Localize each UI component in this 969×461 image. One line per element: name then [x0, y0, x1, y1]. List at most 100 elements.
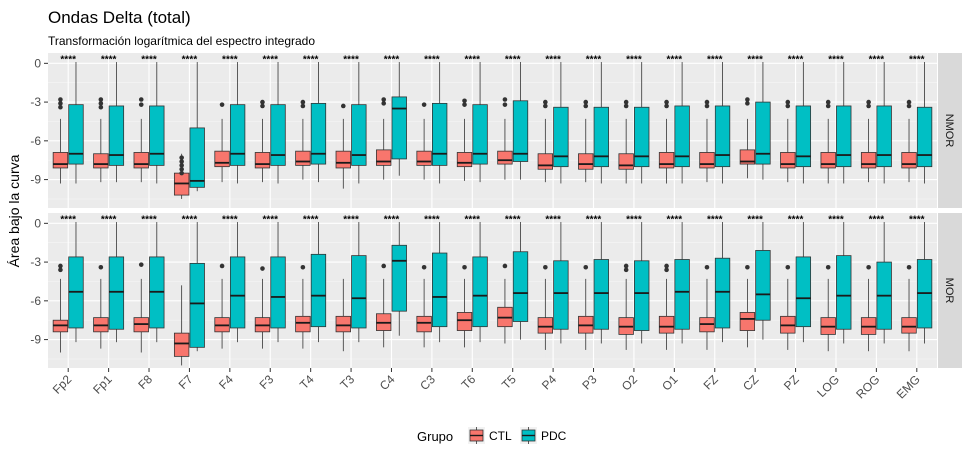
outlier-point: [543, 264, 548, 270]
box-body: [189, 127, 205, 188]
outlier-point: [785, 99, 791, 105]
box-body: [512, 100, 529, 162]
outlier-point: [300, 99, 306, 105]
outlier-point: [906, 103, 912, 109]
outlier-point: [623, 103, 629, 109]
significance-label: ****: [182, 214, 198, 225]
box-pdc-pz: [795, 62, 812, 184]
outlier-point: [260, 266, 265, 271]
significance-label: ****: [303, 214, 319, 225]
outlier-point: [745, 101, 750, 106]
outlier-point: [138, 262, 144, 267]
significance-label: ****: [667, 214, 683, 225]
significance-label: ****: [141, 54, 157, 65]
significance-label: ****: [545, 214, 561, 225]
box-pdc-log: [836, 222, 852, 344]
box-pdc-c3: [431, 62, 448, 184]
box-pdc-f8: [149, 222, 165, 343]
outlier-point: [421, 102, 427, 107]
outlier-point: [98, 97, 104, 102]
outlier-point: [906, 264, 912, 270]
box-ctl-p4: [537, 264, 554, 350]
x-tick-label: C4: [377, 372, 398, 393]
box-pdc-log: [836, 62, 852, 184]
significance-label: ****: [60, 214, 76, 225]
outlier-point: [340, 103, 346, 109]
y-tick-label: -9: [30, 173, 41, 187]
x-tick-label: P3: [579, 372, 600, 393]
box-pdc-c3: [431, 222, 448, 343]
outlier-point: [825, 99, 831, 105]
significance-label: ****: [545, 54, 561, 65]
outlier-point: [138, 97, 144, 102]
x-tick-label: P4: [539, 372, 560, 393]
outlier-point: [502, 97, 508, 102]
significance-label: ****: [424, 214, 440, 225]
box-pdc-f3: [270, 222, 286, 343]
significance-label: ****: [465, 54, 481, 65]
significance-label: ****: [141, 214, 157, 225]
box-pdc-fp2: [68, 222, 84, 343]
outlier-point: [179, 163, 184, 168]
outlier-point: [58, 104, 63, 110]
y-tick-label: -3: [30, 255, 41, 269]
box-ctl-o2: [618, 263, 634, 350]
outlier-point: [462, 98, 467, 104]
facet-strip-label: NMOR: [943, 114, 955, 148]
box-ctl-fp2: [52, 97, 69, 184]
box-pdc-fp1: [108, 62, 125, 183]
facet-strip: [938, 53, 962, 208]
x-tick-label: O1: [659, 372, 680, 393]
significance-label: ****: [909, 54, 925, 65]
significance-label: ****: [262, 214, 278, 225]
box-ctl-f4: [214, 263, 230, 349]
box-pdc-t5: [512, 62, 529, 180]
box-ctl-fp2: [52, 263, 69, 353]
box-pdc-fz: [714, 62, 731, 184]
box-body: [149, 105, 165, 166]
box-pdc-pz: [795, 222, 812, 343]
outlier-point: [825, 103, 831, 109]
box-body: [916, 106, 933, 168]
box-body: [431, 102, 448, 166]
box-ctl-t3: [335, 278, 351, 352]
box-pdc-fz: [714, 222, 731, 343]
legend-key-ctl: CTL: [468, 427, 512, 444]
box-ctl-c3: [416, 102, 432, 180]
box-body: [229, 256, 246, 329]
x-tick-label: Fp2: [50, 372, 75, 397]
y-tick-label: -3: [30, 95, 41, 109]
outlier-point: [300, 103, 306, 109]
box-pdc-t4: [310, 222, 327, 343]
box-ctl-p3: [578, 264, 594, 350]
outlier-point: [543, 99, 548, 105]
box-body: [553, 106, 569, 168]
outlier-point: [785, 264, 791, 270]
box-ctl-fz: [699, 264, 715, 350]
significance-label: ****: [747, 214, 763, 225]
box-body: [93, 153, 109, 169]
y-tick-label: 0: [34, 56, 41, 70]
box-pdc-rog: [876, 222, 892, 344]
significance-label: ****: [384, 54, 400, 65]
box-pdc-f4: [229, 62, 246, 184]
box-body: [229, 104, 246, 166]
box-pdc-t6: [472, 62, 488, 183]
y-axis-label: Área bajo la curva: [6, 154, 22, 267]
significance-label: ****: [343, 54, 359, 65]
facet-strip: [938, 213, 962, 368]
outlier-point: [623, 267, 629, 273]
y-tick-label: -6: [30, 134, 41, 148]
outlier-point: [58, 267, 63, 273]
significance-label: ****: [384, 214, 400, 225]
box-body: [593, 259, 609, 330]
legend-label: CTL: [489, 429, 512, 443]
outlier-point: [179, 170, 184, 176]
box-ctl-f8: [133, 262, 149, 353]
legend-label: PDC: [541, 429, 567, 443]
outlier-point: [58, 101, 63, 106]
box-body: [270, 256, 286, 329]
box-ctl-log: [820, 99, 836, 184]
x-tick-label: T6: [459, 372, 479, 392]
